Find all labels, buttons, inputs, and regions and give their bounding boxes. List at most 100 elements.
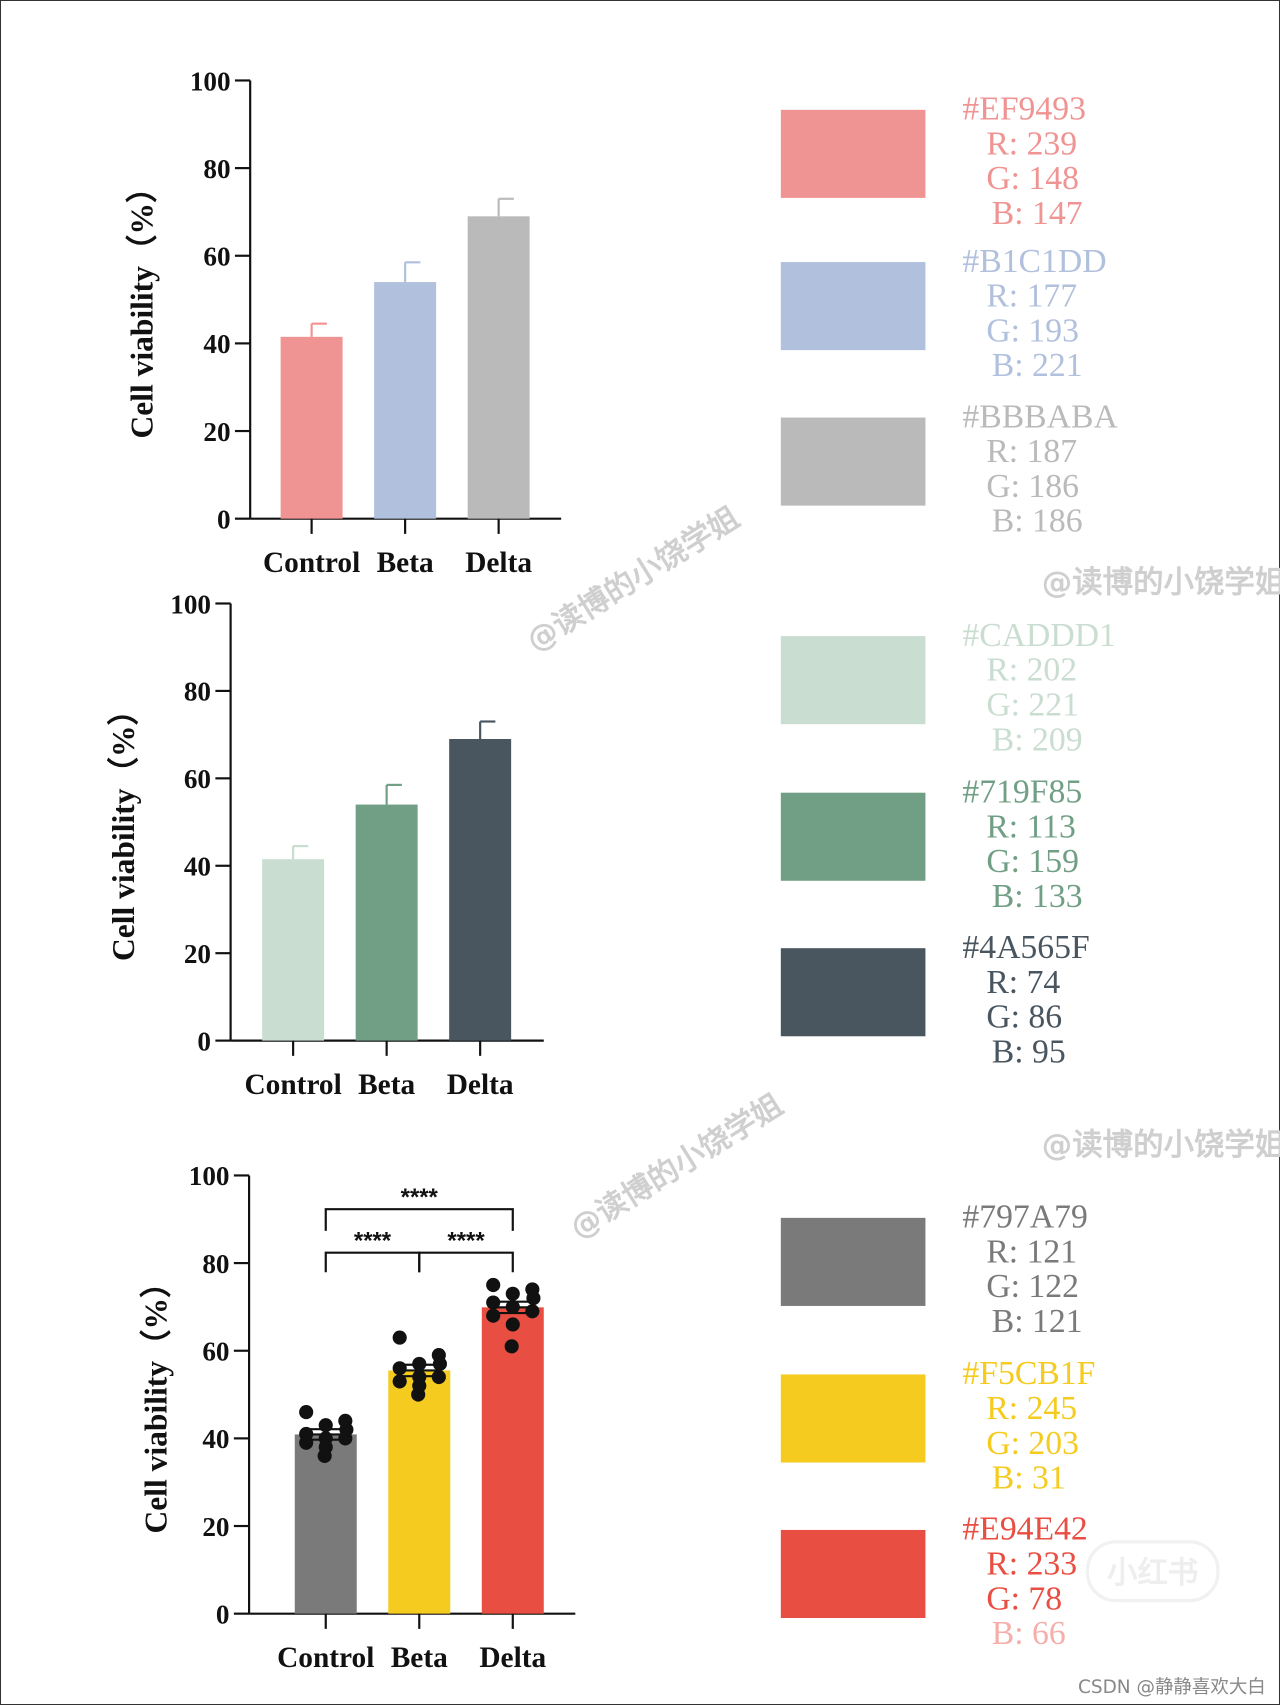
swatch-b: B: 209: [992, 721, 1083, 758]
x-tick-label: Control: [263, 547, 360, 579]
x-tick-label: Control: [244, 1069, 341, 1101]
y-tick-label: 100: [190, 66, 231, 96]
x-tick-label: Delta: [447, 1069, 514, 1101]
data-point: [299, 1435, 314, 1450]
swatch-block: [780, 262, 926, 351]
data-point: [486, 1308, 501, 1323]
swatch-block: [780, 948, 926, 1037]
data-point: [318, 1418, 333, 1433]
swatch-hex: #BBBABA: [962, 398, 1118, 435]
swatch-block: [780, 792, 926, 881]
y-tick-label: 60: [184, 764, 211, 794]
swatch-b: B: 221: [992, 347, 1083, 384]
swatch-block: [780, 1374, 926, 1463]
swatch-b: B: 66: [992, 1615, 1066, 1652]
y-tick-label: 100: [170, 589, 211, 619]
swatch-block: [780, 636, 926, 725]
data-point: [392, 1374, 407, 1389]
swatch-g: G: 78: [986, 1580, 1062, 1617]
bar-control: [262, 859, 325, 1041]
y-tick-label: 80: [184, 677, 211, 707]
data-point: [299, 1405, 314, 1420]
swatch-block: [780, 417, 926, 506]
x-tick-label: Delta: [465, 547, 532, 579]
swatch-r: R: 113: [986, 808, 1076, 845]
data-point: [505, 1299, 520, 1314]
y-axis-title: Cell viability（%）: [106, 694, 141, 961]
data-point: [526, 1291, 541, 1306]
swatch-r: R: 177: [986, 278, 1077, 315]
swatch-r: R: 233: [986, 1546, 1077, 1583]
x-tick-label: Beta: [377, 547, 434, 579]
swatch-hex: #719F85: [962, 773, 1082, 810]
y-tick-label: 0: [216, 1599, 230, 1629]
swatch-r: R: 202: [986, 652, 1077, 689]
swatch-hex: #4A565F: [962, 929, 1089, 966]
swatch-block: [780, 109, 926, 198]
data-point: [486, 1277, 501, 1293]
watermark-logo-frame: [1085, 1540, 1220, 1603]
swatch-g: G: 186: [986, 468, 1079, 505]
data-point: [412, 1356, 427, 1371]
swatch-b: B: 121: [992, 1303, 1083, 1340]
data-point: [431, 1369, 446, 1385]
swatch-hex: #797A79: [962, 1199, 1087, 1236]
bar-beta: [355, 804, 418, 1041]
swatch-hex: #B1C1DD: [962, 243, 1106, 280]
swatch-g: G: 122: [986, 1268, 1079, 1305]
x-tick-label: Beta: [391, 1642, 448, 1674]
bar-beta: [388, 1370, 451, 1614]
y-tick-label: 20: [184, 939, 211, 969]
swatch-r: R: 121: [986, 1233, 1077, 1270]
significance-bracket: [324, 1208, 514, 1231]
bar-delta: [449, 739, 512, 1041]
swatch-r: R: 239: [986, 125, 1077, 162]
swatch-block: [780, 1217, 926, 1306]
bar-delta: [481, 1307, 544, 1614]
x-tick-label: Control: [277, 1642, 374, 1674]
data-point: [486, 1295, 501, 1310]
data-point: [317, 1448, 332, 1463]
swatch-g: G: 193: [986, 312, 1079, 349]
y-tick-label: 40: [203, 329, 230, 359]
watermark-logo: 小红书: [1107, 1556, 1198, 1591]
y-tick-label: 60: [202, 1337, 229, 1367]
data-point: [338, 1431, 353, 1446]
x-tick-label: Delta: [479, 1642, 546, 1674]
y-tick-label: 100: [189, 1161, 230, 1191]
chart-3: 0 20 40 60 80 100 Cell viability（%） Control Beta…: [138, 1161, 576, 1674]
y-tick-label: 40: [184, 852, 211, 882]
swatch-b: B: 186: [992, 503, 1083, 540]
swatch-hex: #EF9493: [962, 91, 1086, 128]
x-tick-label: Beta: [358, 1069, 415, 1101]
credit-text: CSDN @静静喜欢大白: [1078, 1677, 1266, 1698]
bar-control: [280, 336, 343, 519]
data-point: [505, 1286, 520, 1301]
watermark-handle: @读博的小饶学姐: [564, 1087, 790, 1247]
data-point: [505, 1317, 520, 1332]
data-point: [504, 1339, 519, 1354]
data-point: [392, 1330, 407, 1345]
swatch-b: B: 31: [992, 1460, 1066, 1497]
significance-bracket: [324, 1251, 421, 1273]
swatch-b: B: 147: [992, 195, 1083, 232]
swatch-hex: #CADDD1: [962, 617, 1115, 654]
data-point: [432, 1356, 447, 1371]
y-tick-label: 20: [202, 1512, 229, 1542]
swatch-b: B: 133: [992, 878, 1083, 915]
y-axis-title: Cell viability（%）: [124, 172, 159, 439]
significance-label: ****: [354, 1227, 392, 1254]
swatch-hex: #E94E42: [962, 1511, 1087, 1548]
swatch-r: R: 74: [986, 964, 1060, 1001]
significance-label: ****: [447, 1227, 485, 1254]
swatch-g: G: 86: [986, 999, 1062, 1036]
y-tick-label: 0: [217, 504, 231, 534]
bar-control: [294, 1434, 357, 1614]
bar-beta: [374, 282, 437, 519]
swatch-g: G: 148: [986, 160, 1079, 197]
